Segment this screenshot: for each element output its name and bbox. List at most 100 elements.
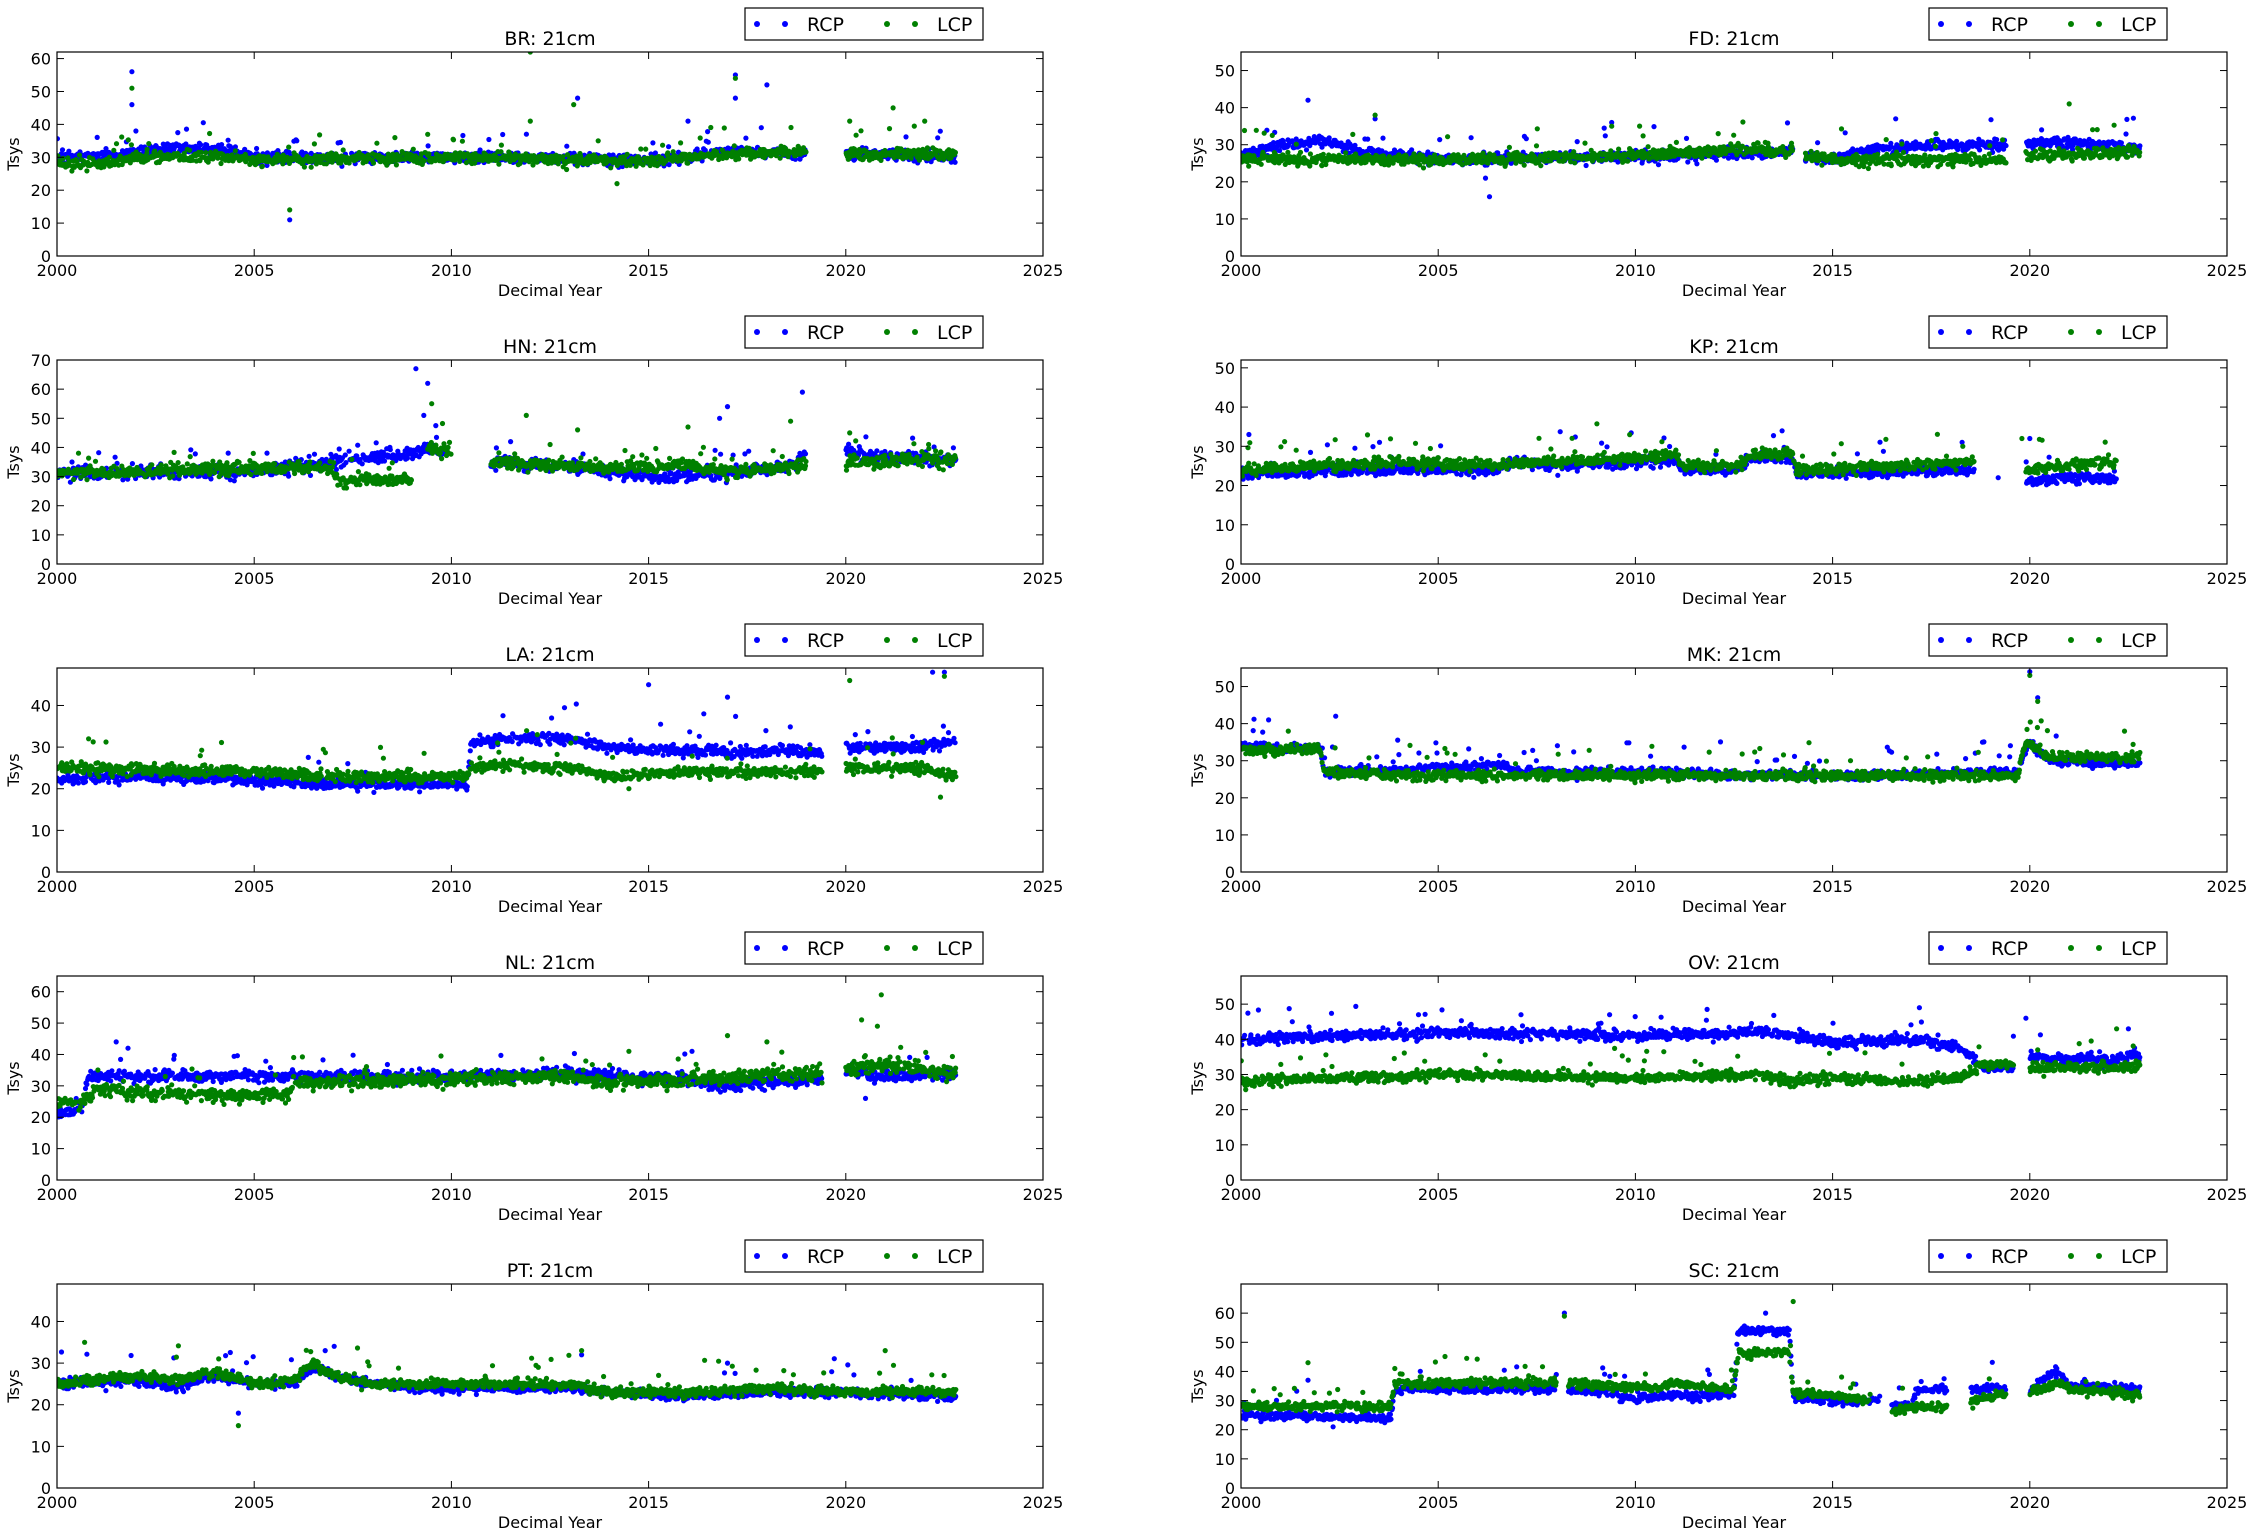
data-point xyxy=(2123,131,2129,137)
data-point xyxy=(1293,141,1299,147)
data-point xyxy=(1352,142,1358,148)
data-point xyxy=(1861,163,1867,170)
outlier-point xyxy=(922,118,928,124)
data-point xyxy=(560,154,566,160)
plot-points xyxy=(57,52,959,223)
series-rcp xyxy=(57,69,958,223)
data-point xyxy=(1673,139,1679,145)
outlier-point xyxy=(1609,123,1615,129)
data-point xyxy=(1241,127,1248,134)
data-point xyxy=(924,145,931,151)
outlier-point xyxy=(732,75,739,81)
data-point xyxy=(1487,151,1493,157)
data-point xyxy=(952,149,959,156)
data-point xyxy=(144,150,150,156)
data-point xyxy=(1616,146,1622,152)
data-point xyxy=(1932,143,1939,149)
data-point xyxy=(1411,151,1417,157)
outlier-point xyxy=(527,52,533,55)
outlier-point xyxy=(890,105,896,111)
x-tick-label: 2025 xyxy=(1023,261,1064,280)
data-point xyxy=(1655,162,1662,168)
data-point xyxy=(496,161,502,167)
data-point xyxy=(1320,151,1326,157)
data-point xyxy=(1386,162,1392,168)
x-tick-label: 2005 xyxy=(1418,261,1459,280)
data-point xyxy=(788,124,794,131)
data-point xyxy=(317,132,323,138)
outlier-point xyxy=(1715,131,1721,137)
data-point xyxy=(1981,153,1988,160)
data-point xyxy=(627,162,633,168)
data-point xyxy=(1927,153,1933,160)
data-point xyxy=(512,151,518,157)
outlier-point xyxy=(1372,112,1378,118)
outlier-point xyxy=(2066,101,2072,107)
data-point xyxy=(1323,161,1329,168)
data-point xyxy=(758,125,764,131)
outlier-point xyxy=(1609,119,1615,126)
y-tick-label: 50 xyxy=(1215,62,1235,81)
x-tick-label: 2025 xyxy=(2207,261,2248,280)
data-point xyxy=(187,147,193,153)
data-point xyxy=(1881,161,1887,167)
data-point xyxy=(1900,149,1907,155)
data-point xyxy=(1277,148,1283,154)
data-point xyxy=(103,146,109,152)
data-point xyxy=(1888,163,1894,169)
x-axis-label: Decimal Year xyxy=(498,281,603,300)
data-point xyxy=(665,150,671,156)
data-point xyxy=(1994,137,2000,143)
data-point xyxy=(1445,134,1451,140)
data-point xyxy=(225,137,231,143)
data-point xyxy=(1506,144,1512,150)
data-point xyxy=(705,129,711,135)
data-point xyxy=(392,135,398,141)
y-tick-label: 20 xyxy=(1215,173,1235,192)
data-point xyxy=(328,150,334,156)
data-point xyxy=(2032,148,2039,154)
data-point xyxy=(1285,149,1291,155)
data-point xyxy=(564,152,571,158)
data-point xyxy=(112,454,118,460)
data-point xyxy=(1928,138,1934,144)
plot-points xyxy=(1241,97,2143,200)
data-point xyxy=(1602,133,1608,139)
data-point xyxy=(1954,138,1960,144)
data-point xyxy=(207,130,213,137)
outlier-point xyxy=(1372,116,1378,122)
y-tick-label: 0 xyxy=(41,247,51,266)
data-point xyxy=(94,134,100,140)
outlier-point xyxy=(614,181,620,187)
data-point xyxy=(1521,162,1527,168)
data-point xyxy=(264,450,270,456)
data-point xyxy=(200,120,206,126)
data-point xyxy=(323,161,329,167)
data-point xyxy=(1417,162,1423,168)
data-point xyxy=(777,155,783,161)
legend-marker xyxy=(754,21,760,27)
outlier-point xyxy=(847,118,853,124)
data-point xyxy=(1970,160,1976,167)
data-point xyxy=(390,151,396,157)
data-point xyxy=(1375,154,1381,160)
data-point xyxy=(374,140,380,146)
outlier-point xyxy=(129,69,135,75)
data-point xyxy=(1977,147,1983,153)
data-point xyxy=(1319,163,1325,169)
data-point xyxy=(650,140,656,146)
data-point xyxy=(1572,160,1578,166)
legend-marker xyxy=(782,21,788,27)
data-point xyxy=(313,161,319,167)
data-point xyxy=(426,151,432,157)
data-point xyxy=(2094,127,2100,133)
data-point xyxy=(498,149,504,155)
data-point xyxy=(1938,161,1944,168)
data-point xyxy=(192,451,198,457)
data-point xyxy=(198,149,204,155)
data-point xyxy=(106,154,112,160)
data-point xyxy=(858,128,864,134)
data-point xyxy=(1821,151,1827,157)
data-point xyxy=(1425,149,1431,155)
data-point xyxy=(111,147,117,153)
